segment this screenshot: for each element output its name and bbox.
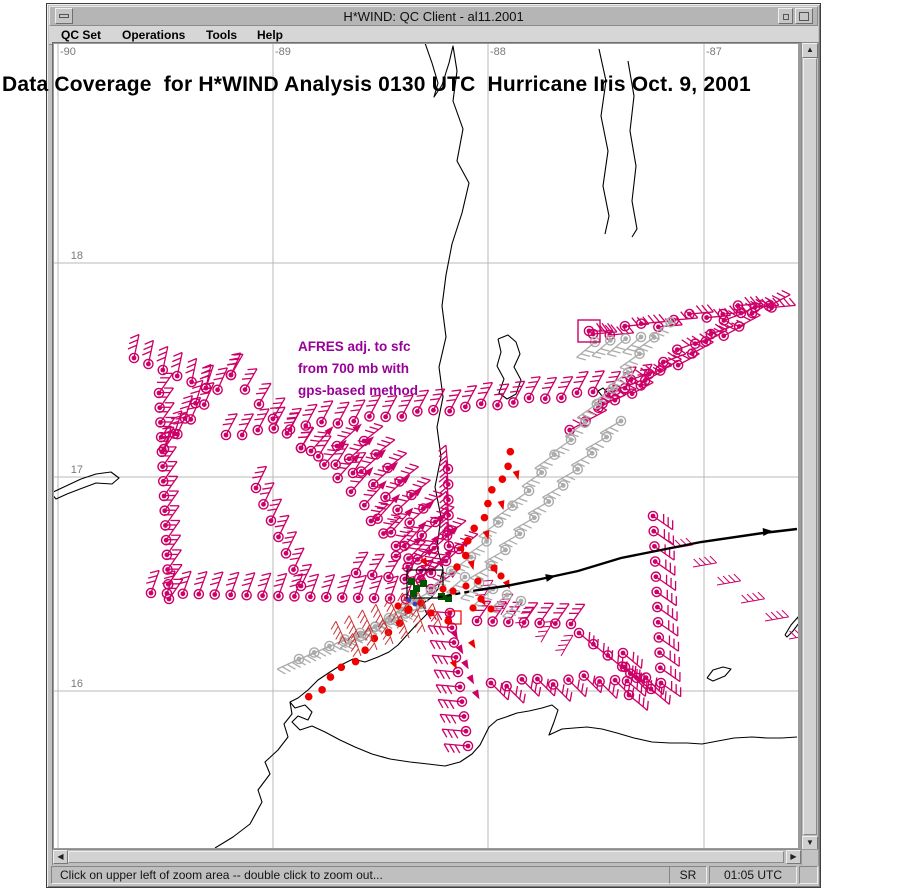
vertical-scrollbar[interactable]: ▲ ▼ [801, 42, 819, 852]
map-frame: -90 -89 -88 -87 18 17 16 AFRES adj. to sfc from … [52, 42, 802, 852]
menu-qc-set[interactable]: QC Set [61, 28, 102, 42]
obs-leg-34 [453, 447, 515, 571]
obs-leg-19 [617, 647, 649, 711]
app-window: H*WIND: QC Client - al11.2001 QC Set Ope… [46, 3, 821, 888]
status-mode-badge: SR [669, 866, 707, 884]
obs-leg-7 [220, 363, 653, 441]
obs-leg-13 [564, 289, 791, 436]
svg-text:18: 18 [71, 250, 83, 262]
svg-text:-87: -87 [706, 46, 722, 58]
obs-leg-28 [450, 316, 676, 575]
status-clock: 01:05 UTC [709, 866, 797, 884]
obs-leg-5 [153, 372, 184, 605]
maximize-button[interactable] [795, 8, 813, 24]
obs-leg-38 [346, 603, 442, 658]
map-canvas[interactable]: -90 -89 -88 -87 18 17 16 AFRES adj. to sfc from … [54, 44, 798, 848]
horizontal-scroll-thumb[interactable] [68, 851, 784, 863]
wind-barb-layer [127, 289, 798, 754]
svg-text:16: 16 [71, 678, 83, 690]
obs-leg-9 [305, 426, 454, 579]
obs-leg-0 [127, 333, 212, 394]
obs-leg-15 [647, 510, 682, 698]
obs-leg-4 [295, 426, 367, 479]
window-menu-icon [59, 14, 69, 18]
svg-text:AFRES adj. to sfc: AFRES adj. to sfc [298, 339, 411, 354]
obs-leg-29 [469, 415, 627, 583]
status-bar: Click on upper left of zoom area -- doub… [49, 865, 818, 885]
obs-leg-8 [250, 465, 313, 592]
obs-leg-26 [365, 501, 439, 577]
obs-leg-20 [425, 607, 474, 754]
maximize-icon [799, 12, 809, 21]
obs-leg-36 [467, 470, 520, 571]
map-viewport[interactable]: -90 -89 -88 -87 18 17 16 AFRES adj. to sfc from … [54, 44, 798, 848]
status-filler [799, 866, 818, 884]
lat-lon-grid [54, 44, 798, 848]
iconify-icon [783, 14, 789, 20]
menu-operations[interactable]: Operations [122, 28, 186, 42]
title-bar[interactable]: H*WIND: QC Client - al11.2001 [49, 6, 818, 26]
svg-text:from 700 mb with: from 700 mb with [298, 361, 409, 376]
vertical-scroll-thumb[interactable] [803, 58, 817, 835]
horizontal-scrollbar[interactable]: ◀ ▶ [52, 849, 802, 866]
square-station-marker [577, 319, 614, 343]
scrollbar-corner [801, 849, 819, 866]
obs-leg-24 [438, 444, 455, 552]
obs-leg-10 [331, 423, 471, 567]
scroll-left-button[interactable]: ◀ [53, 850, 68, 864]
svg-text:-88: -88 [490, 46, 506, 58]
obs-leg-14 [597, 298, 764, 409]
svg-text:-89: -89 [275, 46, 291, 58]
status-message: Click on upper left of zoom area -- doub… [51, 866, 673, 884]
obs-leg-22 [668, 537, 798, 640]
menu-tools[interactable]: Tools [206, 28, 238, 42]
storm-track [433, 527, 798, 600]
grid-tick-labels: -90 -89 -88 -87 18 17 16 [60, 46, 722, 690]
menu-help[interactable]: Help [257, 28, 284, 42]
obs-leg-6 [145, 569, 415, 605]
obs-leg-11 [358, 422, 479, 555]
afres-annotation: AFRES adj. to sfc from 700 mb with gps-bas… [298, 339, 418, 398]
svg-text:17: 17 [71, 464, 83, 476]
scroll-up-button[interactable]: ▲ [802, 43, 818, 58]
obs-leg-18 [485, 668, 666, 704]
obs-leg-32 [576, 331, 647, 361]
analysis-title-overlay: Data Coverage for H*WIND Analysis 0130 U… [2, 73, 751, 96]
storm-center-cluster [394, 545, 510, 670]
window-menu-button[interactable] [55, 8, 73, 24]
svg-text:gps-based method: gps-based method [298, 383, 418, 398]
iconify-button[interactable] [778, 8, 793, 24]
obs-leg-12 [587, 295, 796, 341]
scroll-right-button[interactable]: ▶ [786, 850, 801, 864]
svg-text:-90: -90 [60, 46, 76, 58]
window-title: H*WIND: QC Client - al11.2001 [343, 9, 524, 24]
